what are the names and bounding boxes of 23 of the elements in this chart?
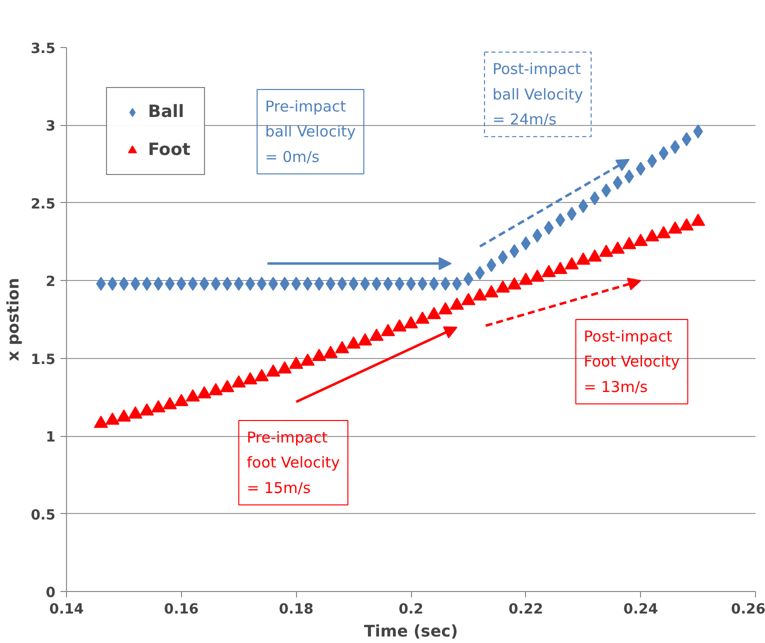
annotation: Pre-impact ball Velocity = 0m/s <box>265 97 356 166</box>
y-tick-label: 2 <box>46 274 56 290</box>
y-tick-label: 0.5 <box>30 507 56 524</box>
legend-label: Ball <box>148 102 184 122</box>
annotation: Pre-impact foot Velocity = 15m/s <box>246 428 340 497</box>
x-tick-label: 0.24 <box>623 602 658 618</box>
x-tick-label: 0.16 <box>164 602 199 618</box>
annotation: Post-impact ball Velocity = 24m/s <box>492 60 584 129</box>
y-tick-label: 3.5 <box>30 41 56 57</box>
x-tick-label: 0.18 <box>278 602 314 618</box>
x-tick-label: 0.14 <box>49 602 84 618</box>
y-tick-label: 2.5 <box>30 196 56 212</box>
x-tick-label: 0.26 <box>730 602 765 618</box>
y-tick-label: 1 <box>46 430 56 446</box>
y-tick-label: 1.5 <box>30 352 56 368</box>
x-tick-label: 0.22 <box>508 602 544 618</box>
x-tick-label: 0.2 <box>398 602 424 618</box>
legend-label: Foot <box>148 140 190 160</box>
y-axis-title: x postion <box>4 278 23 362</box>
y-tick-label: 0 <box>46 585 56 601</box>
annotation: Post-impact Foot Velocity = 13m/s <box>584 328 680 396</box>
y-tick-label: 3 <box>46 118 56 135</box>
x-axis-title: Time (sec) <box>364 622 458 640</box>
